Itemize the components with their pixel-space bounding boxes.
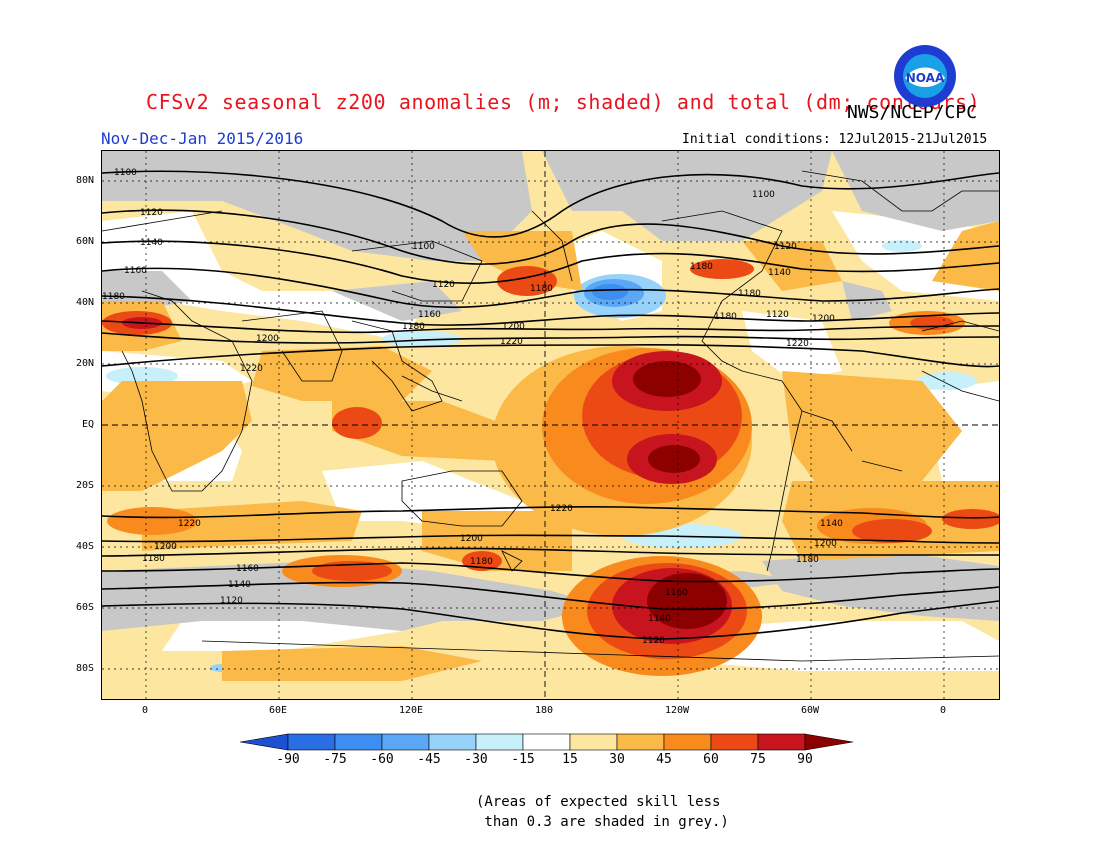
colorbar-label: -60	[370, 752, 394, 767]
colorbar-label: -45	[417, 752, 441, 767]
contour-label: 1220	[178, 519, 201, 529]
contour-label: 1180	[714, 312, 737, 322]
contour-label: 1220	[240, 364, 263, 374]
contour-label: 1200	[814, 539, 837, 549]
contour-label: 1140	[820, 519, 843, 529]
colorbar-label: 60	[703, 752, 719, 767]
lat-label: 60S	[75, 602, 94, 613]
contour-label: 1160	[418, 310, 441, 320]
contour-label: 1180	[530, 284, 553, 294]
org-label: NWS/NCEP/CPC	[847, 102, 978, 123]
lat-label: 40N	[75, 297, 94, 308]
contour-label: 1220	[786, 339, 809, 349]
lat-label: 40S	[75, 541, 94, 552]
colorbar-label: 15	[562, 752, 578, 767]
colorbar-segment	[616, 733, 665, 751]
contour-label: 1140	[768, 268, 791, 278]
lon-label: 120W	[664, 705, 690, 716]
contour-label: 1200	[460, 534, 483, 544]
map-panel: 1100 1100 1100 1120 1120 1120 1120 1120 …	[101, 150, 1000, 700]
colorbar-segment	[287, 733, 336, 751]
colorbar-segment	[757, 733, 806, 751]
contour-label: 1180	[102, 292, 125, 302]
lon-label: 0	[141, 705, 149, 716]
noaa-logo-icon: NOAA	[894, 45, 956, 107]
contour-label: 1140	[140, 238, 163, 248]
contour-label: 1140	[228, 580, 251, 590]
lat-label: EQ	[81, 419, 94, 430]
map-svg: 1100 1100 1100 1120 1120 1120 1120 1120 …	[102, 151, 999, 699]
colorbar-label: 30	[609, 752, 625, 767]
contour-label: 1100	[114, 168, 137, 178]
chart-title: CFSv2 seasonal z200 anomalies (m; shaded…	[146, 90, 981, 114]
contour-label: 1100	[412, 242, 435, 252]
contour-label: 1120	[220, 596, 243, 606]
contour-label: 1160	[665, 588, 688, 598]
colorbar-segment	[710, 733, 759, 751]
lat-label: 60N	[75, 236, 94, 247]
contour-label: 1140	[648, 614, 671, 624]
noaa-logo-text: NOAA	[906, 71, 945, 85]
colorbar-label: -30	[464, 752, 488, 767]
contour-label: 1200	[154, 542, 177, 552]
skill-note: (Areas of expected skill less than 0.3 a…	[476, 794, 729, 830]
colorbar-segment	[663, 733, 712, 751]
contour-label: 1200	[812, 314, 835, 324]
lon-label: 120E	[398, 705, 424, 716]
contour-label: 1180	[738, 289, 761, 299]
colorbar-segment	[381, 733, 430, 751]
contour-label: 1120	[140, 208, 163, 218]
colorbar	[240, 733, 854, 751]
colorbar-label: -75	[323, 752, 347, 767]
height-contours	[102, 170, 999, 640]
contour-label: 1120	[774, 242, 797, 252]
contour-label: 1120	[432, 280, 455, 290]
colorbar-label: 75	[750, 752, 766, 767]
colorbar-segment	[334, 733, 383, 751]
colorbar-segment	[804, 733, 854, 751]
contour-label: 1180	[690, 262, 713, 272]
colorbar-label: 45	[656, 752, 672, 767]
contour-label: 1160	[236, 564, 259, 574]
lon-label: 0	[939, 705, 947, 716]
colorbar-segment	[569, 733, 618, 751]
contour-label: 1160	[124, 266, 147, 276]
lat-label: 20S	[75, 480, 94, 491]
colorbar-segment	[240, 733, 289, 751]
colorbar-segment	[522, 733, 571, 751]
colorbar-label: 90	[797, 752, 813, 767]
lon-label: 180	[534, 705, 554, 716]
equator-and-dateline	[102, 151, 999, 699]
contour-label: 1200	[256, 334, 279, 344]
lat-label: 80N	[75, 175, 94, 186]
colorbar-label: -90	[276, 752, 300, 767]
lon-label: 60E	[268, 705, 288, 716]
contour-labels: 1100 1100 1100 1120 1120 1120 1120 1120 …	[102, 168, 843, 646]
positive-anomalies	[102, 221, 999, 681]
initial-conditions-label: Initial conditions: 12Jul2015-21Jul2015	[682, 132, 988, 147]
contour-label: 1180	[142, 554, 165, 564]
contour-label: 1200	[502, 322, 525, 332]
lat-label: 20N	[75, 358, 94, 369]
contour-label: 1180	[796, 555, 819, 565]
coastlines	[102, 170, 999, 662]
lon-label: 60W	[800, 705, 820, 716]
contour-label: 1220	[550, 504, 573, 514]
contour-label: 1120	[642, 636, 665, 646]
colorbar-segment	[475, 733, 524, 751]
colorbar-label: -15	[511, 752, 535, 767]
period-label: Nov-Dec-Jan 2015/2016	[101, 129, 304, 148]
lat-label: 80S	[75, 663, 94, 674]
contour-label: 1180	[470, 557, 493, 567]
contour-label: 1120	[766, 310, 789, 320]
contour-label: 1220	[500, 337, 523, 347]
contour-label: 1180	[402, 322, 425, 332]
colorbar-segment	[428, 733, 477, 751]
contour-label: 1100	[752, 190, 775, 200]
